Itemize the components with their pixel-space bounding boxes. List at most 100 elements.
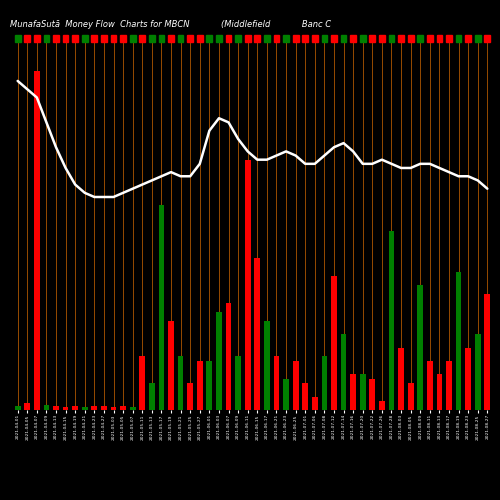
Bar [82, 35, 87, 42]
Bar [101, 35, 107, 42]
Bar [484, 35, 490, 42]
Bar [15, 406, 20, 410]
Bar [178, 35, 184, 42]
Bar [264, 320, 270, 410]
Bar [82, 408, 87, 410]
Bar [245, 160, 250, 410]
Bar [226, 303, 232, 410]
Bar [15, 35, 20, 42]
Bar [92, 35, 97, 42]
Bar [92, 406, 97, 410]
Bar [283, 379, 289, 410]
Bar [110, 35, 116, 42]
Bar [379, 401, 385, 410]
Bar [226, 35, 232, 42]
Bar [312, 35, 318, 42]
Bar [350, 35, 356, 42]
Bar [436, 374, 442, 410]
Bar [283, 35, 289, 42]
Bar [216, 312, 222, 410]
Bar [475, 334, 480, 410]
Bar [274, 35, 280, 42]
Bar [53, 406, 59, 410]
Bar [120, 406, 126, 410]
Bar [388, 35, 394, 42]
Bar [149, 35, 154, 42]
Bar [130, 35, 136, 42]
Bar [274, 356, 280, 410]
Bar [264, 35, 270, 42]
Bar [216, 35, 222, 42]
Bar [140, 356, 145, 410]
Bar [408, 383, 414, 410]
Bar [188, 383, 193, 410]
Bar [427, 35, 432, 42]
Bar [254, 35, 260, 42]
Bar [312, 396, 318, 410]
Bar [130, 408, 136, 410]
Bar [34, 35, 40, 42]
Bar [206, 361, 212, 410]
Bar [168, 320, 174, 410]
Bar [398, 35, 404, 42]
Bar [120, 35, 126, 42]
Bar [466, 348, 471, 410]
Bar [24, 35, 30, 42]
Bar [178, 356, 184, 410]
Bar [235, 356, 241, 410]
Bar [140, 35, 145, 42]
Bar [53, 35, 59, 42]
Bar [158, 204, 164, 410]
Bar [322, 356, 328, 410]
Bar [360, 374, 366, 410]
Bar [44, 404, 50, 410]
Text: MunafaSutā  Money Flow  Charts for MBCN            (Middlefield            Banc : MunafaSutā Money Flow Charts for MBCN (M… [10, 20, 331, 28]
Bar [72, 35, 78, 42]
Bar [370, 35, 375, 42]
Bar [350, 374, 356, 410]
Bar [456, 272, 462, 410]
Bar [446, 35, 452, 42]
Bar [484, 294, 490, 410]
Bar [475, 35, 480, 42]
Bar [408, 35, 414, 42]
Bar [72, 406, 78, 410]
Bar [302, 35, 308, 42]
Bar [456, 35, 462, 42]
Bar [44, 35, 50, 42]
Bar [110, 408, 116, 410]
Bar [293, 35, 298, 42]
Bar [398, 348, 404, 410]
Bar [466, 35, 471, 42]
Bar [62, 408, 68, 410]
Bar [322, 35, 328, 42]
Bar [197, 35, 202, 42]
Bar [101, 406, 107, 410]
Bar [370, 379, 375, 410]
Bar [436, 35, 442, 42]
Bar [245, 35, 250, 42]
Bar [418, 35, 423, 42]
Bar [427, 361, 432, 410]
Bar [254, 258, 260, 410]
Bar [168, 35, 174, 42]
Bar [418, 285, 423, 410]
Bar [360, 35, 366, 42]
Bar [293, 361, 298, 410]
Bar [149, 383, 154, 410]
Bar [34, 70, 40, 410]
Bar [62, 35, 68, 42]
Bar [340, 334, 346, 410]
Bar [331, 276, 337, 410]
Bar [446, 361, 452, 410]
Bar [379, 35, 385, 42]
Bar [302, 383, 308, 410]
Bar [340, 35, 346, 42]
Bar [188, 35, 193, 42]
Bar [331, 35, 337, 42]
Bar [158, 35, 164, 42]
Bar [235, 35, 241, 42]
Bar [24, 403, 30, 410]
Bar [197, 361, 202, 410]
Bar [388, 232, 394, 410]
